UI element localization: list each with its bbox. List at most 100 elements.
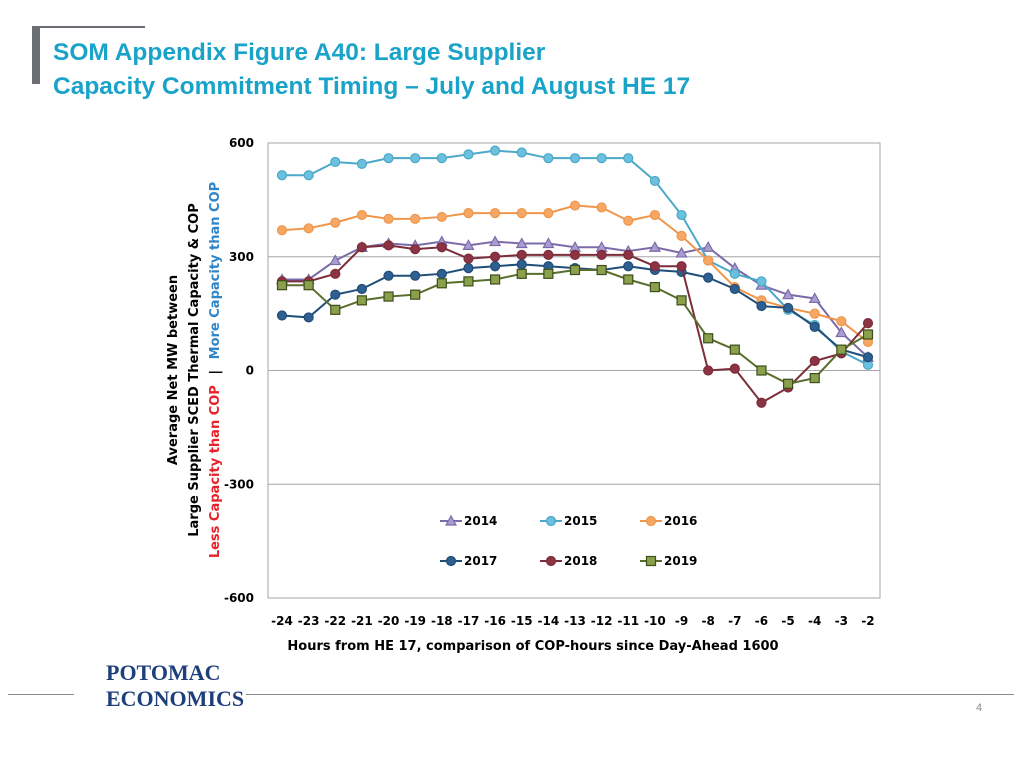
point-2016 [356,209,368,221]
y-axis-label-line3: Less Capacity than COP | More Capacity t… [208,182,223,558]
slide-title-line2: Capacity Commitment Timing – July and Au… [53,73,691,100]
point-2015 [543,153,554,164]
point-2016 [383,213,394,224]
point-2015 [676,209,687,221]
point-2018 [410,244,421,255]
y-axis-label-separator: | [208,370,223,375]
x-tick-label: -6 [755,614,768,628]
point-2016 [569,200,581,211]
point-2016 [703,255,714,266]
point-2016 [836,316,847,327]
footer-divider-right [246,694,1014,695]
point-2014 [329,254,342,266]
point-2018 [463,253,474,264]
legend-label: 2018 [564,554,597,568]
point-2017 [410,270,421,281]
point-2019 [836,344,847,355]
legend-item-2017: 2017 [440,554,497,568]
point-2018 [516,249,527,260]
point-2016 [623,215,634,226]
point-2015 [623,153,634,164]
page-number: 4 [976,702,983,714]
point-2019 [756,365,767,376]
point-2019 [436,278,447,289]
point-2019 [410,289,421,300]
title-accent-bar [32,26,40,84]
x-tick-label: -12 [591,614,613,628]
point-2017 [463,263,474,274]
x-tick-label: -4 [808,614,821,628]
legend: 2014 2015 2016 2017 2018 2019 [440,514,697,568]
x-tick-label: -14 [538,614,560,628]
point-2016 [463,208,474,219]
point-2016 [543,208,554,219]
point-2014 [462,239,475,250]
point-2014 [702,241,715,252]
point-2017 [516,259,527,270]
y-axis-label-line2: Large Supplier SCED Thermal Capacity & C… [187,203,202,537]
x-tick-label: -20 [378,614,400,628]
footer-divider-left [8,694,74,695]
point-2014 [782,288,795,300]
point-2014 [648,241,661,252]
legendmarker-2017 [445,555,457,567]
legend-label: 2016 [664,514,697,528]
x-tick-label: -7 [728,614,741,628]
point-2015 [303,170,314,181]
point-2019 [809,372,820,384]
x-tick-label: -11 [617,614,639,628]
x-tick-label: -16 [484,614,506,628]
point-2016 [516,208,527,219]
y-axis-label-less: Less Capacity than COP [208,385,223,558]
point-2016 [596,202,607,213]
point-2018 [676,261,687,272]
point-2019 [782,378,794,389]
slide-title: SOM Appendix Figure A40: Large Supplier … [53,36,690,104]
x-tick-label: -13 [564,614,586,628]
point-2018 [729,363,740,374]
x-tick-label: -3 [835,614,848,628]
point-2018 [756,397,767,408]
x-tick-label: -5 [781,614,794,628]
point-2016 [303,223,314,234]
point-2014 [835,326,848,338]
point-2016 [676,230,687,241]
y-tick-labels: 600 300 0 -300 -600 [224,136,254,605]
title-accent-rule [40,26,145,28]
point-2018 [330,268,341,279]
y-tick-label: -300 [224,477,254,491]
point-2019 [543,268,554,279]
point-2018 [356,242,368,253]
series-2019 [276,264,874,389]
y-tick-label: 300 [229,250,254,264]
point-2014 [515,237,528,249]
point-2019 [303,280,314,291]
x-tick-label: -15 [511,614,533,628]
series-group [275,145,875,408]
point-2016 [436,211,447,223]
point-2017 [862,352,874,363]
point-2015 [489,145,501,156]
point-2017 [303,312,314,323]
point-2015 [756,276,767,287]
point-2017 [436,268,447,279]
legendmarker-2015 [545,515,557,527]
point-2018 [703,365,714,376]
x-tick-label: -19 [404,614,426,628]
point-2016 [489,208,501,219]
x-tick-label: -22 [324,614,346,628]
point-2015 [436,153,447,164]
legend-item-2019: 2019 [640,554,697,568]
y-tick-label: -600 [224,591,254,605]
y-axis-label-line1: Average Net MW between [166,275,181,465]
point-2017 [756,300,767,312]
legend-item-2016: 2016 [640,514,697,528]
point-2015 [569,153,581,164]
legend-label: 2017 [464,554,497,568]
legend-item-2014: 2014 [440,514,497,528]
point-2015 [276,170,288,181]
point-2019 [463,276,474,287]
point-2018 [649,261,661,272]
point-2015 [649,175,661,187]
